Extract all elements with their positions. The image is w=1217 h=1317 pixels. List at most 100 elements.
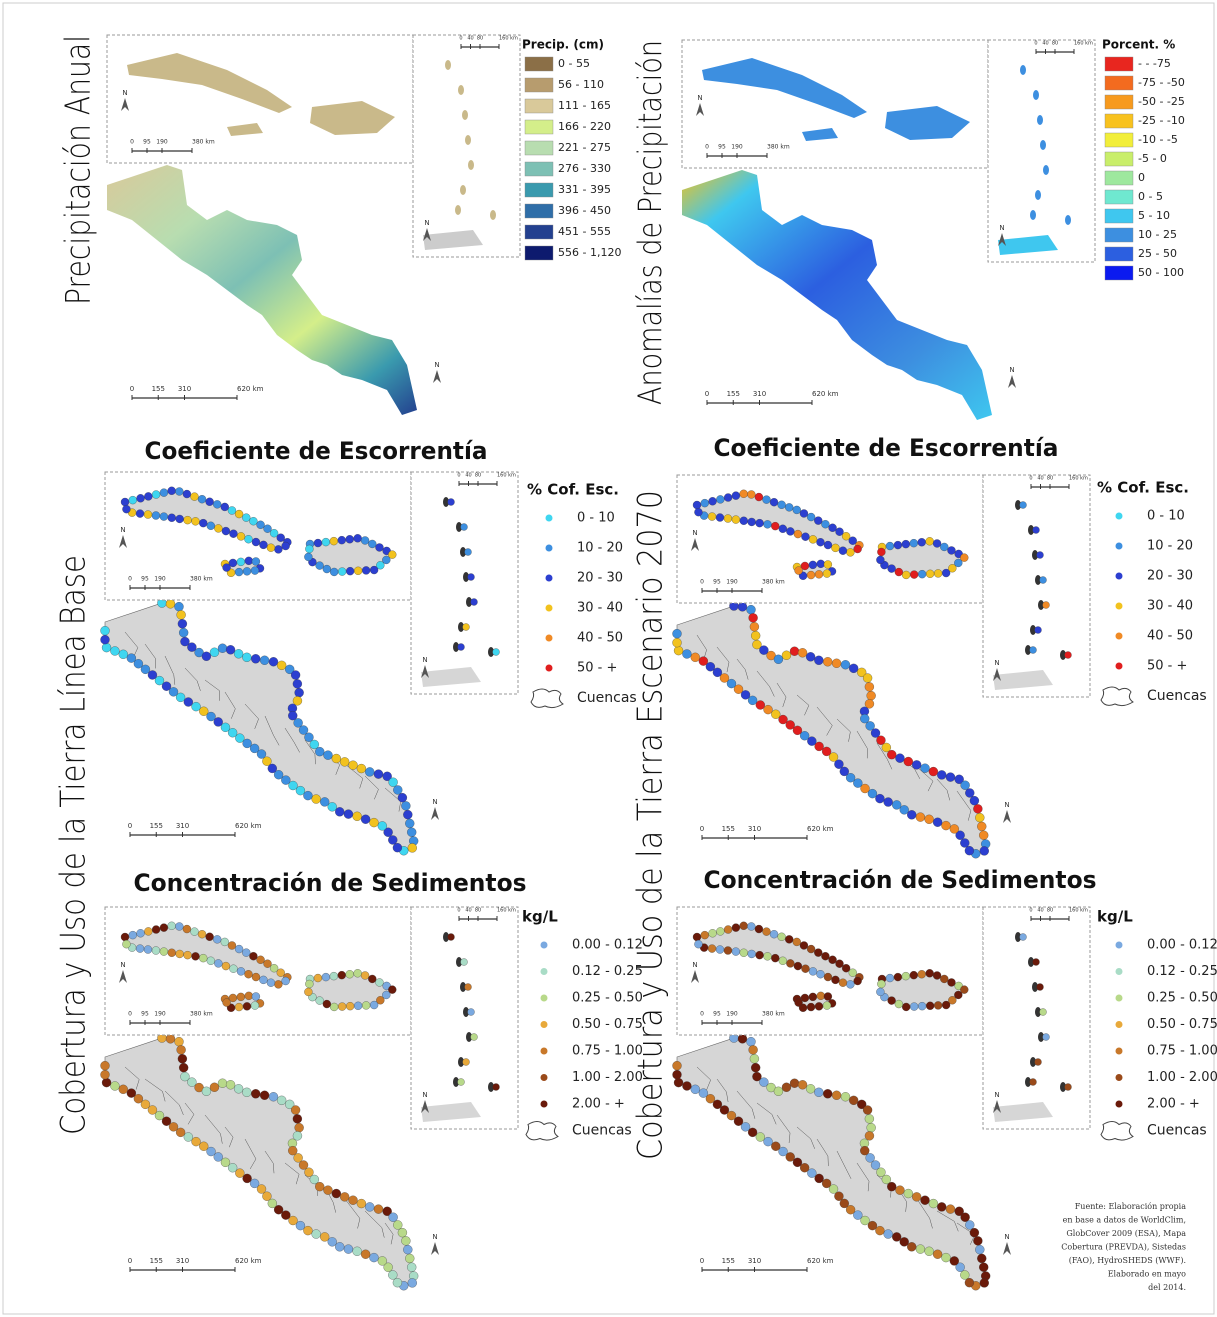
station-dot [221,938,229,946]
source-note: (FAO), HydroSHEDS (WWF). [1069,1256,1186,1265]
station-dot [184,516,192,524]
station-dot [806,1084,815,1093]
station-dot [867,691,876,700]
legend-label: 0.50 - 0.75 [572,1017,643,1032]
station-dot [101,1061,110,1070]
station-dot [119,650,128,659]
legend-swatch [1116,513,1123,520]
station-dot [807,945,815,953]
station-dot [152,947,160,955]
station-dot [101,635,110,644]
legend-swatch [1105,190,1133,204]
legend-label: 451 - 555 [558,225,611,238]
station-dot [458,644,465,651]
station-dot [234,649,243,658]
station-dot [102,1078,111,1087]
station-dot [942,569,950,577]
island [1043,165,1049,175]
station-dot [183,490,191,498]
station-dot [330,972,338,980]
legend-label: 0 - 55 [558,57,590,70]
legend-label: 221 - 275 [558,141,611,154]
scale-label: 0 [128,1257,132,1265]
station-dot [221,503,229,511]
station-dot [926,570,934,578]
station-dot [699,1089,708,1098]
station-dot [323,751,332,760]
station-dot [1030,647,1037,654]
station-dot [771,1142,780,1151]
north-label: N [999,224,1004,232]
legend-label: 2.00 - + [1147,1097,1200,1112]
station-dot [763,952,771,960]
station-dot [814,1088,823,1097]
station-dot [314,539,322,547]
station-dot [393,1278,402,1287]
legend-label: 1.00 - 2.00 [572,1070,643,1085]
legend-label: 40 - 50 [1147,629,1193,644]
island [1030,210,1036,220]
legend-label: 50 - + [1147,659,1187,674]
station-dot [716,927,724,935]
scale-label: 380 km [190,1011,213,1018]
station-dot [168,487,176,495]
station-dot [925,1247,934,1256]
station-dot [330,568,338,576]
station-dot [701,931,709,939]
station-dot [191,952,199,960]
station-dot [965,846,974,855]
station-dot [933,539,941,547]
station-dot [849,664,858,673]
station-dot [824,973,832,981]
station-dot [961,781,970,790]
station-dot [465,984,472,991]
station-dot [946,773,955,782]
station-dot [907,1242,916,1251]
north-label: N [120,961,125,969]
scale-label: 95 [713,579,721,586]
scale-label: 155 [150,822,163,830]
station-dot [388,1270,397,1279]
station-dot [338,971,346,979]
station-dot [190,928,198,936]
station-dot [330,537,338,545]
station-dot [716,495,724,503]
legend-label: 0.00 - 0.12 [572,938,643,953]
legend-swatch [1105,266,1133,280]
station-dot [136,510,144,518]
station-dot [340,757,349,766]
station-dot [740,949,748,957]
station-dot [315,1182,324,1191]
station-dot [378,1256,387,1265]
island [1033,90,1039,100]
station-dot [316,562,324,570]
station-dot [222,527,230,535]
station-dot [809,967,817,975]
scale-label: 95 [713,1011,721,1018]
station-dot [795,567,803,575]
station-dot [839,547,847,555]
station-dot [237,558,245,566]
station-dot [793,938,801,946]
antilles-inset: N04080160 km [988,40,1095,262]
station-dot [790,647,799,656]
station-dot [257,956,265,964]
scale-label: 0 [1029,476,1032,482]
scale-label: 0 [459,36,462,42]
station-dot [291,671,300,680]
antilles-inset: N04080160 km [413,35,520,257]
station-dot [842,532,850,540]
station-dot [1043,602,1050,609]
legend-label: 0 [1138,171,1145,184]
legend-swatch [1105,152,1133,166]
station-dot [1035,1059,1042,1066]
scale-label: 155 [727,390,740,398]
station-dot [895,568,903,576]
station-dot [168,922,176,930]
station-dot [251,1089,260,1098]
scale-label: 380 km [192,139,215,146]
station-dot [274,980,282,988]
station-dot [335,807,344,816]
station-dot [823,657,832,666]
station-dot [251,654,260,663]
